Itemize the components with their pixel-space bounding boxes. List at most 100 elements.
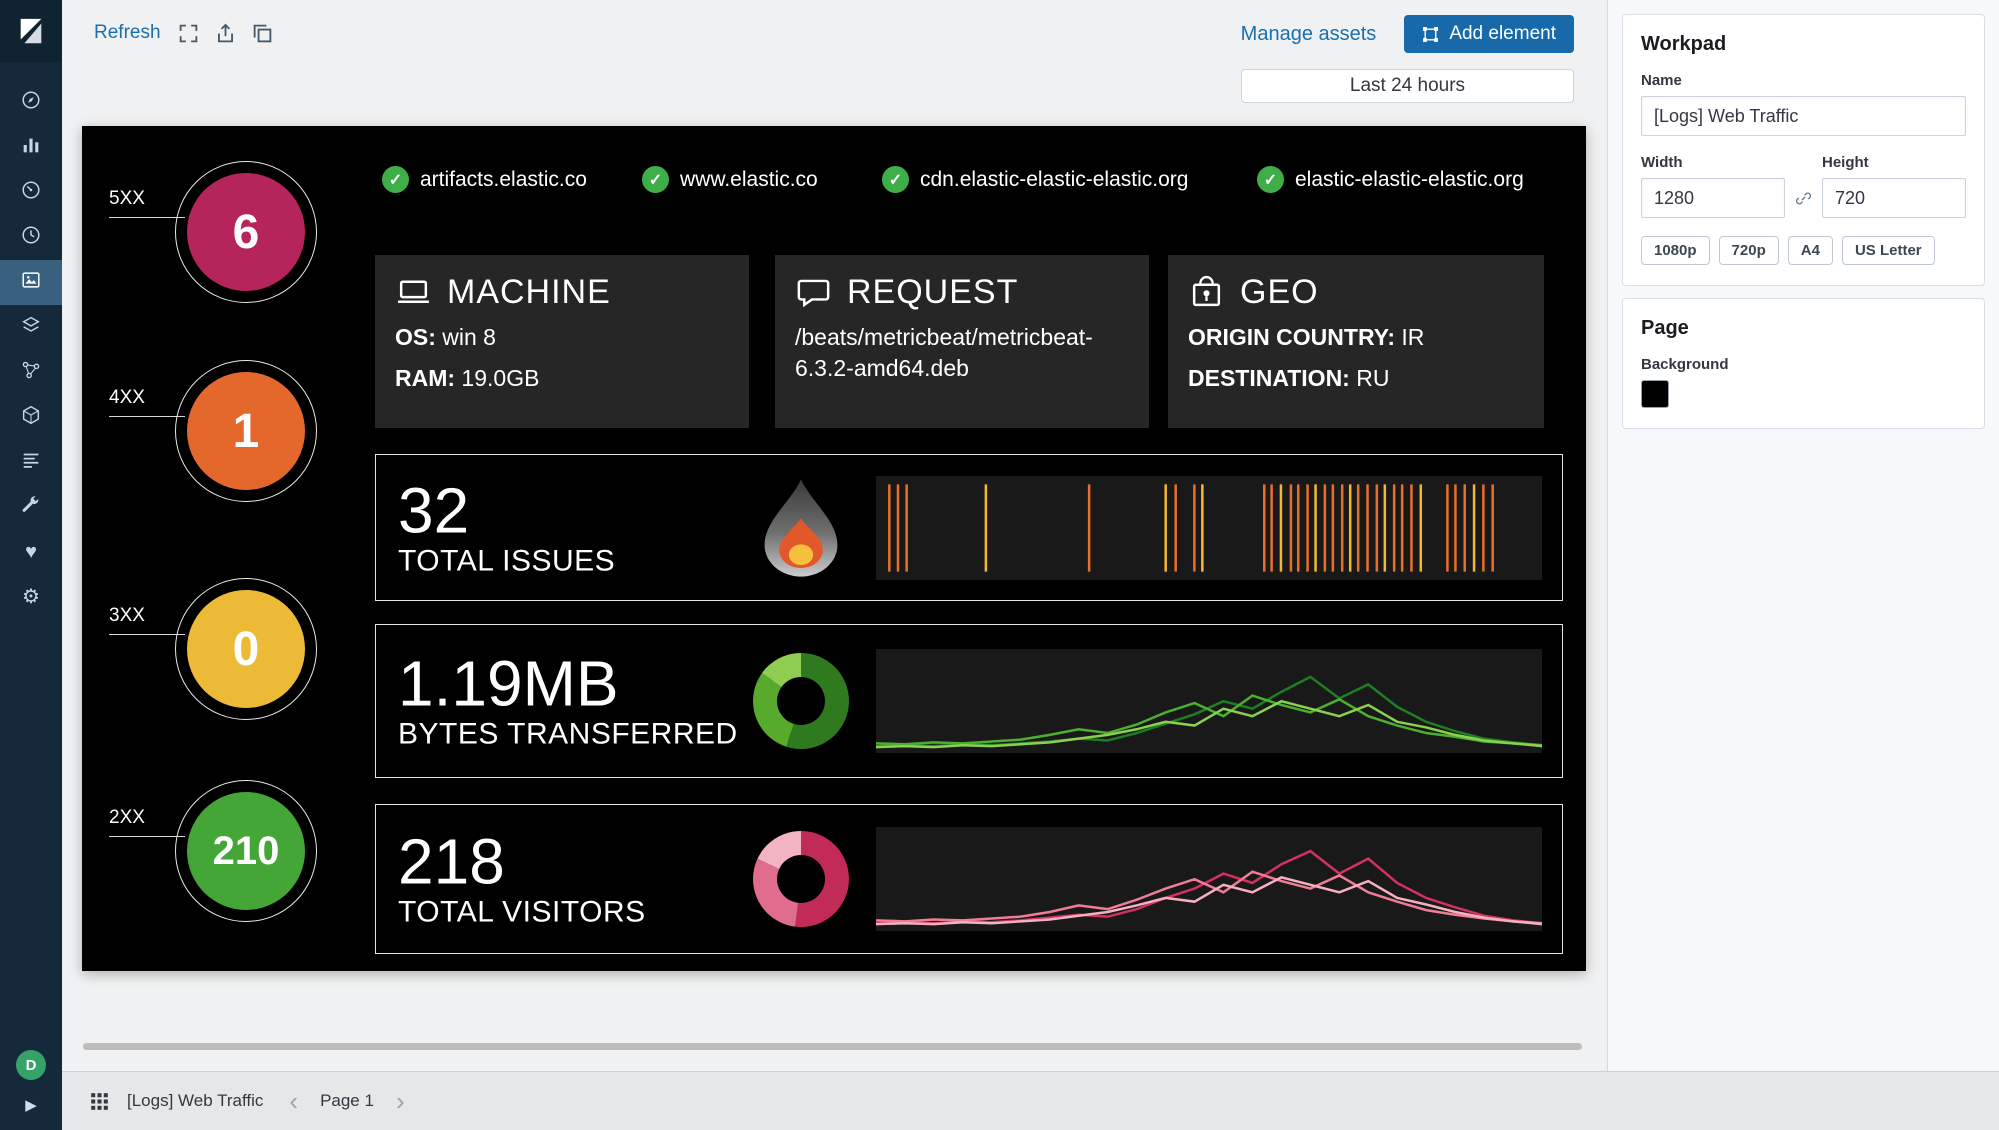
- manage-assets-link[interactable]: Manage assets: [1240, 22, 1377, 45]
- width-input[interactable]: [1641, 178, 1785, 218]
- status-code-circle[interactable]: 0: [175, 578, 317, 720]
- card-line: DESTINATION: RU: [1188, 365, 1390, 392]
- sidebar-item-canvas[interactable]: [0, 260, 62, 305]
- preset-a4-button[interactable]: A4: [1787, 236, 1833, 265]
- kibana-logo[interactable]: [0, 0, 62, 62]
- preset-buttons: 1080p 720p A4 US Letter: [1641, 236, 1966, 265]
- domain-status-item[interactable]: ✓ cdn.elastic-elastic-elastic.org: [882, 166, 1188, 193]
- horizontal-scrollbar[interactable]: [83, 1043, 1582, 1050]
- height-input[interactable]: [1822, 178, 1966, 218]
- status-code-circle[interactable]: 6: [175, 161, 317, 303]
- workpad-name-input[interactable]: [1641, 96, 1966, 136]
- donut-icon: [753, 831, 849, 927]
- footer-bar: [Logs] Web Traffic ‹ Page 1 ›: [62, 1071, 1999, 1130]
- time-picker-button[interactable]: Last 24 hours: [1241, 69, 1574, 103]
- card-request[interactable]: REQUEST/beats/metricbeat/metricbeat-6.3.…: [775, 255, 1149, 428]
- donut-hole: [777, 855, 825, 903]
- metric-label: BYTES TRANSFERRED: [398, 717, 738, 751]
- status-code-label: 2XX: [109, 807, 185, 837]
- machine-learning-icon: [20, 359, 42, 386]
- background-color-swatch[interactable]: [1641, 380, 1669, 408]
- sidebar-item-timelion[interactable]: [0, 215, 62, 260]
- sidebar-item-monitoring[interactable]: ♥: [0, 530, 62, 575]
- canvas-icon: [20, 269, 42, 296]
- workpad-canvas[interactable]: 5XX 6 4XX 1 3XX 0 2XX 210 ✓ artifacts.elastic.co ✓…: [82, 126, 1586, 971]
- sidebar-item-logs[interactable]: [0, 440, 62, 485]
- sidebar-bottom: D ▶: [16, 1050, 46, 1130]
- space-badge[interactable]: D: [16, 1050, 46, 1080]
- infrastructure-icon: [20, 404, 42, 431]
- background-label: Background: [1641, 356, 1729, 373]
- sidebar-item-machine-learning[interactable]: [0, 350, 62, 395]
- preset-720p-button[interactable]: 720p: [1718, 236, 1779, 265]
- metric-chart: [876, 475, 1542, 580]
- card-line: OS: win 8: [395, 324, 496, 350]
- check-icon: ✓: [382, 166, 409, 193]
- page-indicator: Page 1: [320, 1091, 374, 1110]
- page-settings: Page Background: [1622, 298, 1985, 429]
- dashboard-icon: [20, 179, 42, 206]
- discover-icon: [20, 89, 42, 116]
- logs-icon: [20, 449, 42, 476]
- vector-square-icon: [1422, 26, 1439, 43]
- metric-text: 218 TOTAL VISITORS: [398, 828, 646, 929]
- maps-icon: [20, 314, 42, 341]
- card-machine[interactable]: MACHINE OS: win 8 RAM: 19.0GB: [375, 255, 749, 428]
- metric-chart: [876, 649, 1542, 753]
- fullscreen-icon[interactable]: [178, 23, 199, 44]
- page-panel-title: Page: [1641, 317, 1689, 339]
- main-content: Refresh Manage assets Add element Last 2…: [62, 0, 1607, 1071]
- dimensions-row: Width Height: [1641, 154, 1966, 218]
- sidebar-item-maps[interactable]: [0, 305, 62, 350]
- domain-status-item[interactable]: ✓ elastic-elastic-elastic.org: [1257, 166, 1524, 193]
- management-icon: ⚙: [22, 586, 40, 608]
- sidebar-item-visualize[interactable]: [0, 125, 62, 170]
- status-code-label: 4XX: [109, 387, 185, 417]
- timelion-icon: [20, 224, 42, 251]
- metric-chart: [876, 827, 1542, 931]
- status-code-circle[interactable]: 210: [175, 780, 317, 922]
- collapse-sidebar-icon[interactable]: ▶: [25, 1097, 37, 1114]
- workpad-panel-title: Workpad: [1641, 33, 1727, 55]
- domain-name: elastic-elastic-elastic.org: [1295, 167, 1524, 191]
- preset-1080p-button[interactable]: 1080p: [1641, 236, 1710, 265]
- metric-text: 32 TOTAL ISSUES: [398, 476, 616, 578]
- clone-icon[interactable]: [252, 23, 273, 44]
- domain-status-item[interactable]: ✓ www.elastic.co: [642, 166, 818, 193]
- footer-workpad-name: [Logs] Web Traffic: [127, 1091, 264, 1110]
- add-element-button[interactable]: Add element: [1404, 15, 1574, 53]
- previous-page-chevron-icon[interactable]: ‹: [289, 1086, 299, 1116]
- metric-row[interactable]: 1.19MB BYTES TRANSFERRED: [375, 624, 1563, 778]
- toolbar-right: Manage assets Add element: [1241, 15, 1574, 53]
- metric-label: TOTAL ISSUES: [398, 544, 616, 578]
- card-geo[interactable]: GEO ORIGIN COUNTRY: IR DESTINATION: RU: [1168, 255, 1544, 428]
- metric-row[interactable]: 32 TOTAL ISSUES: [375, 454, 1563, 601]
- toolbar: Refresh: [94, 22, 273, 44]
- machine-icon: [395, 274, 432, 311]
- settings-panel: Workpad Name Width Height 1080p 720p A4 US …: [1607, 0, 1999, 1071]
- flame-icon: [762, 477, 840, 579]
- card-title: GEO: [1188, 273, 1524, 312]
- metric-row[interactable]: 218 TOTAL VISITORS: [375, 804, 1563, 954]
- refresh-link[interactable]: Refresh: [94, 22, 161, 43]
- metric-value: 1.19MB: [398, 647, 619, 720]
- page-manager-grid-icon[interactable]: [90, 1092, 109, 1111]
- status-code-label: 3XX: [109, 605, 185, 635]
- monitoring-icon: ♥: [25, 541, 37, 563]
- next-page-chevron-icon[interactable]: ›: [395, 1086, 405, 1116]
- sidebar-item-management[interactable]: ⚙: [0, 575, 62, 620]
- domain-name: www.elastic.co: [680, 167, 818, 191]
- link-dimensions-icon[interactable]: [1795, 190, 1812, 218]
- kibana-logo-mark: [20, 18, 42, 44]
- card-title: MACHINE: [395, 273, 729, 312]
- sidebar-item-infrastructure[interactable]: [0, 395, 62, 440]
- donut-hole: [777, 677, 825, 725]
- sidebar-item-dev-tools[interactable]: [0, 485, 62, 530]
- share-icon[interactable]: [215, 23, 236, 44]
- sidebar-item-dashboard[interactable]: [0, 170, 62, 215]
- domain-status-item[interactable]: ✓ artifacts.elastic.co: [382, 166, 587, 193]
- sidebar-item-discover[interactable]: [0, 80, 62, 125]
- status-code-circle[interactable]: 1: [175, 360, 317, 502]
- preset-us-letter-button[interactable]: US Letter: [1841, 236, 1935, 265]
